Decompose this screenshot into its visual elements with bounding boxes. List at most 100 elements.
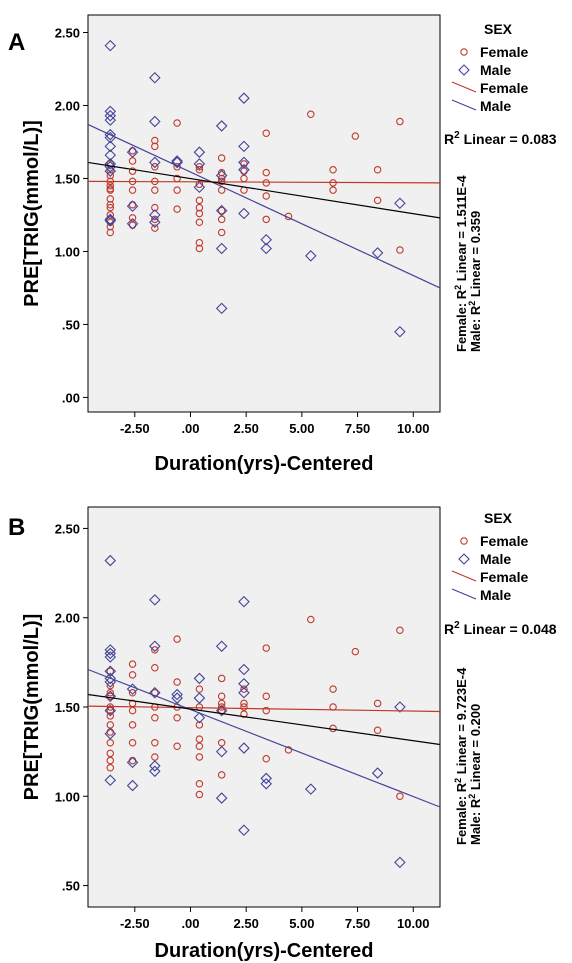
data-point-female (195, 244, 204, 253)
y-tick-label: 1.50 (55, 171, 80, 186)
r2-female-sup: 2 (453, 778, 463, 783)
data-point-female (240, 685, 248, 693)
data-point-female (128, 186, 137, 194)
data-point-male (215, 302, 228, 315)
data-point-male (238, 156, 250, 169)
data-point-male (238, 824, 250, 836)
data-point-female (195, 218, 204, 227)
x-tick-label: 2.50 (234, 421, 259, 436)
legend-label: Male (480, 587, 511, 603)
panel-b: B -2.50 .00 2.50 5.00 7.50 10.00 .50 1.00 1.50 2.0… (8, 506, 557, 962)
x-tick-label: 7.50 (345, 916, 370, 931)
data-point-female (106, 706, 115, 715)
data-point-female (217, 206, 226, 215)
data-point-female (373, 726, 382, 734)
data-point-female (329, 685, 337, 693)
x-tick-label: .00 (181, 421, 199, 436)
data-point-female (351, 647, 360, 656)
data-point-male (215, 640, 228, 653)
data-point-female (106, 186, 115, 194)
data-point-male (394, 197, 406, 210)
data-point-male (238, 595, 250, 608)
data-point-female (396, 792, 404, 801)
data-point-male (394, 325, 406, 338)
data-point-female (195, 790, 204, 799)
data-point-male (104, 554, 117, 567)
data-point-female (106, 203, 115, 212)
data-point-female (128, 671, 137, 679)
data-point-male (104, 109, 117, 122)
r2-female-value: Linear = 9.723E-4 (454, 667, 469, 778)
data-point-female (106, 712, 115, 720)
data-point-male (104, 39, 117, 52)
x-tick-label: 10.00 (397, 916, 430, 931)
y-axis-title: PRE[TRIG(mmol/L)] (21, 614, 43, 801)
data-point-female (262, 692, 270, 701)
y-tick-label: .50 (62, 879, 80, 894)
data-point-female (106, 222, 115, 231)
x-tick-label: 7.50 (345, 421, 370, 436)
data-point-female (106, 692, 115, 701)
y-axis-title: PRE[TRIG(mmol/L)] (21, 120, 43, 307)
x-axis-title: Duration(yrs)-Centered (155, 940, 374, 962)
data-point-female (151, 224, 159, 232)
x-tick-label: 5.00 (289, 916, 314, 931)
data-point-male (104, 647, 117, 660)
data-point-female (173, 713, 181, 722)
r2-overall: R2 Linear = 0.083 (444, 130, 557, 147)
data-point-male (371, 247, 384, 259)
data-point-female (217, 771, 226, 779)
legend-marker-male (458, 553, 470, 565)
data-point-female (173, 119, 181, 127)
data-point-male (104, 676, 117, 688)
data-point-female (151, 203, 159, 212)
data-point-male (104, 651, 117, 663)
data-point-male (193, 692, 206, 704)
y-tick-label: 2.00 (55, 98, 80, 113)
data-point-male (171, 688, 183, 701)
data-point-male (394, 856, 406, 869)
data-point-male (126, 146, 139, 158)
x-tick-label: .00 (181, 916, 199, 931)
fit-line-male (87, 123, 441, 289)
r2-r: R (444, 621, 454, 637)
data-point-female (217, 228, 226, 237)
data-point-male (305, 250, 317, 262)
r2-female: Female: R2 Linear = 9.723E-4 (453, 667, 469, 845)
data-point-male (104, 165, 117, 177)
data-point-female (106, 211, 115, 219)
data-point-female (173, 205, 181, 213)
x-tick-label: -2.50 (120, 916, 150, 931)
r2-male-sup: 2 (467, 794, 477, 799)
legend-line-male (451, 99, 477, 111)
panel-a: A -2.50 .00 2.50 5.00 7.50 10.00 .00 .50 1.00 1.50… (8, 14, 557, 475)
legend-label: Male (480, 98, 511, 114)
legend-title: SEX (484, 510, 513, 526)
y-tick-label: 2.50 (55, 521, 80, 536)
data-point-male (193, 672, 206, 685)
r2-male-value: Linear = 0.359 (468, 211, 483, 301)
data-point-female (262, 179, 270, 187)
fit-line-male (87, 668, 441, 808)
legend-label: Male (480, 62, 511, 78)
plot-area (87, 14, 441, 413)
data-point-male (193, 711, 206, 724)
data-point-male (126, 683, 139, 695)
data-point-female (151, 186, 159, 194)
data-point-male (104, 774, 117, 786)
data-point-female (195, 721, 204, 729)
x-tick-label: 2.50 (234, 916, 259, 931)
fit-line-overall (87, 693, 441, 746)
data-point-female (106, 749, 115, 758)
data-point-female (284, 746, 293, 754)
r2-overall: R2 Linear = 0.048 (444, 620, 557, 637)
r2-overall-value: Linear = 0.048 (460, 621, 557, 637)
data-point-female (195, 209, 204, 218)
data-point-male (104, 105, 117, 118)
data-point-male (149, 760, 161, 772)
data-point-male (238, 663, 250, 676)
data-point-female (128, 167, 137, 175)
r2-sup: 2 (454, 130, 460, 141)
data-point-male (215, 704, 228, 717)
